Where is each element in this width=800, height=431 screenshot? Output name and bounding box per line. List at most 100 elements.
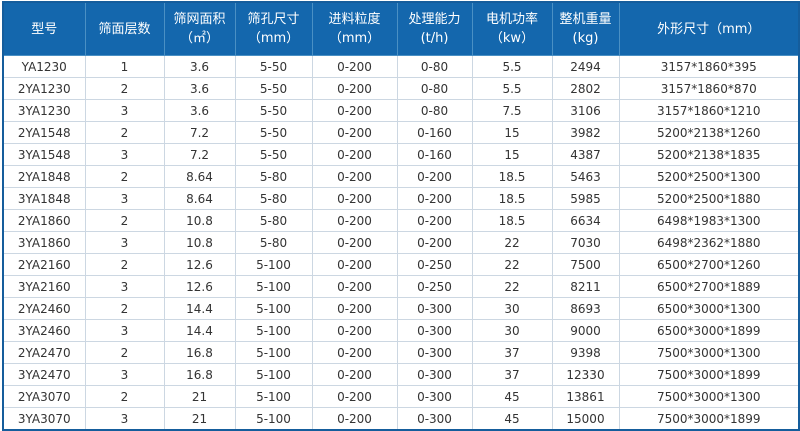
table-row: 3YA1848 3 8.64 5-80 0-200 0-200 18.5 5985 5200*2… (2, 187, 800, 210)
table-cell: 3 (84, 99, 165, 122)
table-cell: 0-80 (396, 99, 473, 122)
table-cell: 18.5 (471, 209, 553, 232)
table-row: 2YA1848 2 8.64 5-80 0-200 0-200 18.5 5463 5200*2… (2, 165, 800, 188)
table-row: 3YA1230 3 3.6 5-50 0-200 0-80 7.5 3106 3157*1860… (2, 99, 800, 122)
table-cell: 0-200 (311, 143, 398, 166)
table-cell: 2 (84, 253, 165, 276)
table-cell: 3157*1860*395 (618, 55, 800, 78)
table-cell: 5200*2500*1300 (618, 165, 800, 188)
column-header-unit: （kw） (489, 31, 535, 46)
column-header-label: 筛孔尺寸 (247, 12, 300, 27)
table-row: 3YA1860 3 10.8 5-80 0-200 0-200 22 7030 6498*236… (2, 231, 800, 254)
table-cell: 2 (84, 121, 165, 144)
table-cell: 3YA3070 (2, 407, 86, 431)
table-row: 2YA2160 2 12.6 5-100 0-200 0-250 22 7500 6500*27… (2, 253, 800, 276)
table-row: 2YA2460 2 14.4 5-100 0-200 0-300 30 8693 6500*30… (2, 297, 800, 320)
table-cell: 1 (84, 55, 165, 78)
table-cell: 0-200 (311, 77, 398, 100)
table-cell: 3YA1848 (2, 187, 86, 210)
table-cell: 21 (163, 385, 236, 408)
table-cell: 10.8 (163, 209, 236, 232)
table-cell: 2 (84, 77, 165, 100)
column-header-label: 处理能力 (408, 12, 461, 27)
column-header-unit: (kg) (572, 31, 599, 46)
table-cell: 18.5 (471, 187, 553, 210)
column-header-label: 电机功率 (485, 12, 538, 27)
table-cell: 2 (84, 385, 165, 408)
table-cell: 5463 (551, 165, 620, 188)
column-header-layers: 筛面层数 (84, 1, 165, 56)
table-cell: 3157*1860*870 (618, 77, 800, 100)
table-row: 3YA2460 3 14.4 5-100 0-200 0-300 30 9000 6500*30… (2, 319, 800, 342)
table-cell: 5-100 (234, 385, 313, 408)
table-cell: 2 (84, 341, 165, 364)
table-cell: 3 (84, 407, 165, 431)
column-header-label: 外形尺寸（mm） (657, 21, 761, 37)
table-cell: 5-100 (234, 297, 313, 320)
table-cell: 0-200 (396, 165, 473, 188)
table-cell: 3 (84, 187, 165, 210)
table-cell: 0-300 (396, 385, 473, 408)
table-cell: 5-80 (234, 231, 313, 254)
table-cell: 37 (471, 363, 553, 386)
table-cell: 10.8 (163, 231, 236, 254)
table-cell: 7500*3000*1899 (618, 363, 800, 386)
table-cell: 0-300 (396, 297, 473, 320)
table-cell: 6498*2362*1880 (618, 231, 800, 254)
table-cell: 0-200 (311, 363, 398, 386)
table-cell: 2YA1860 (2, 209, 86, 232)
table-cell: 5-80 (234, 187, 313, 210)
column-header-unit: （㎡） (179, 31, 219, 46)
table-row: YA1230 1 3.6 5-50 0-200 0-80 5.5 2494 3157*1860*… (2, 55, 800, 78)
table-row: 2YA1230 2 3.6 5-50 0-200 0-80 5.5 2802 3157*1860… (2, 77, 800, 100)
table-cell: 0-200 (311, 209, 398, 232)
table-cell: 0-300 (396, 363, 473, 386)
table-cell: 14.4 (163, 319, 236, 342)
table-cell: 2YA2460 (2, 297, 86, 320)
table-row: 3YA2160 3 12.6 5-100 0-200 0-250 22 8211 6500*27… (2, 275, 800, 298)
table-cell: 45 (471, 385, 553, 408)
table-cell: 22 (471, 231, 553, 254)
table-row: 3YA1548 3 7.2 5-50 0-200 0-160 15 4387 5200*2138… (2, 143, 800, 166)
column-header-label: 筛面层数 (98, 21, 151, 37)
table-cell: 3YA1860 (2, 231, 86, 254)
table-cell: 0-160 (396, 121, 473, 144)
table-cell: 5-50 (234, 55, 313, 78)
table-cell: 12330 (551, 363, 620, 386)
column-header-capacity: 处理能力 (t/h) (396, 1, 473, 56)
table-cell: 3 (84, 231, 165, 254)
table-cell: 22 (471, 275, 553, 298)
table-row: 2YA1860 2 10.8 5-80 0-200 0-200 18.5 6634 6498*1… (2, 209, 800, 232)
table-cell: 2 (84, 297, 165, 320)
table-cell: 37 (471, 341, 553, 364)
table-cell: 0-200 (311, 99, 398, 122)
table-cell: 0-200 (396, 209, 473, 232)
table-cell: 3106 (551, 99, 620, 122)
table-cell: 3 (84, 143, 165, 166)
table-header-row: 型号 筛面层数 筛网面积 （㎡） 筛孔尺寸 （mm） 进料粒度 （mm） (2, 1, 800, 56)
table-cell: 22 (471, 253, 553, 276)
table-cell: 3YA2160 (2, 275, 86, 298)
table-cell: 2 (84, 165, 165, 188)
table-cell: 0-80 (396, 55, 473, 78)
table-cell: 2494 (551, 55, 620, 78)
table-row: 2YA1548 2 7.2 5-50 0-200 0-160 15 3982 5200*2138… (2, 121, 800, 144)
table-cell: 5-100 (234, 407, 313, 431)
column-header-unit: （mm） (247, 31, 300, 46)
table-cell: 8211 (551, 275, 620, 298)
table-cell: 5-100 (234, 275, 313, 298)
table-cell: 8.64 (163, 165, 236, 188)
table-cell: 15 (471, 121, 553, 144)
table-row: 3YA2470 3 16.8 5-100 0-200 0-300 37 12330 7500*3… (2, 363, 800, 386)
column-header-dimensions: 外形尺寸（mm） (618, 1, 800, 56)
table-cell: 2YA1230 (2, 77, 86, 100)
table-cell: 7500*3000*1300 (618, 385, 800, 408)
column-header-feed-size: 进料粒度 （mm） (311, 1, 398, 56)
column-header-label: 型号 (31, 21, 58, 37)
table-cell: 0-300 (396, 319, 473, 342)
table-cell: 8.64 (163, 187, 236, 210)
table-cell: 5985 (551, 187, 620, 210)
table-cell: 30 (471, 297, 553, 320)
